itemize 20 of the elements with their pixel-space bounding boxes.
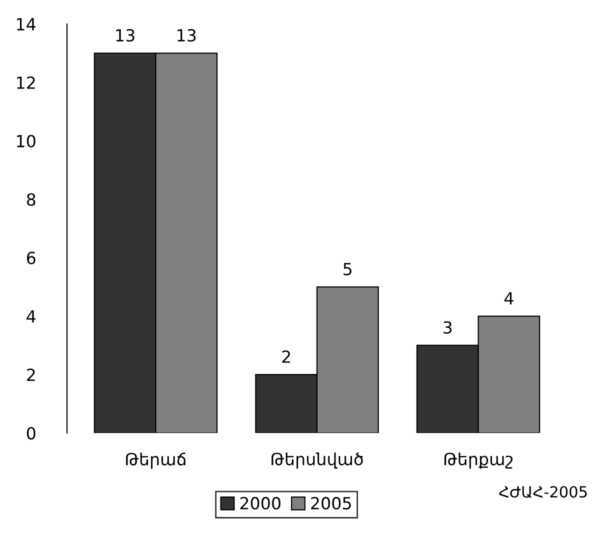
data-label: 13 — [178, 29, 196, 42]
x-tick-label: Թերաճ — [126, 452, 186, 469]
data-label: 3 — [444, 321, 452, 334]
data-label: 13 — [116, 29, 134, 42]
data-label: 4 — [504, 292, 514, 304]
y-tick-label: 6 — [27, 252, 36, 264]
text: ՀԺԱՀ-2005 — [499, 486, 587, 498]
x-tick-label: Թերքաշ — [444, 452, 513, 469]
y-tick-label: 4 — [26, 310, 36, 322]
data-label: 5 — [344, 262, 352, 276]
legend-label: 2005 — [311, 496, 351, 510]
y-tick-label: 12 — [17, 76, 35, 89]
y-tick-label: 2 — [27, 368, 35, 381]
legend-label: 2000 — [240, 496, 280, 510]
y-tick-label: 10 — [17, 134, 36, 148]
data-label: 2 — [282, 350, 290, 363]
x-tick-label: Թերսնված — [272, 452, 363, 469]
y-tick-label: 8 — [26, 193, 36, 206]
y-tick-label: 14 — [17, 18, 36, 30]
y-tick-label: 0 — [26, 426, 36, 440]
